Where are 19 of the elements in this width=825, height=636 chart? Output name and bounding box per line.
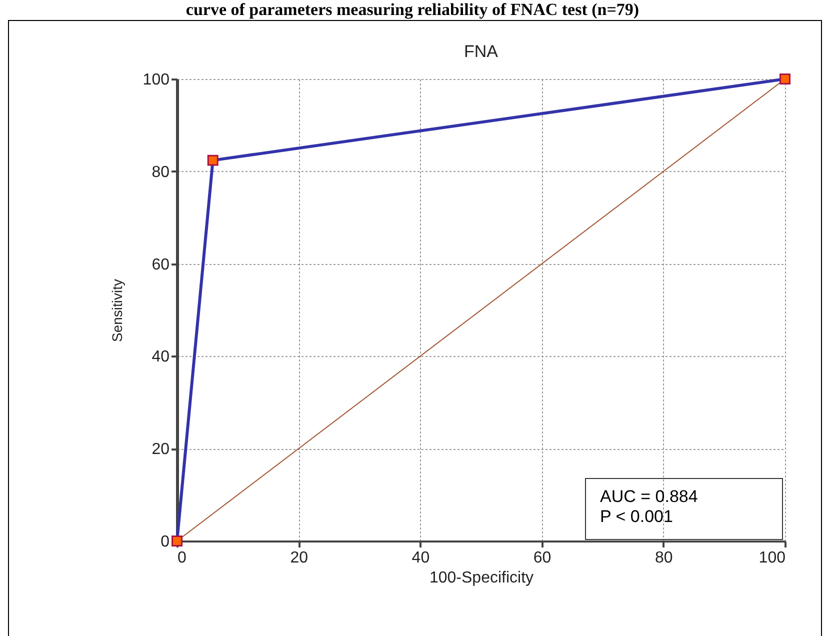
text-box: AUC = 0.884 P < 0.001 (585, 478, 783, 540)
x-tick-label: 100 (758, 550, 786, 566)
chart-subtitle: FNA (464, 42, 499, 61)
y-tick-label: 40 (152, 348, 170, 366)
y-tick-label: 0 (160, 534, 170, 550)
x-tick-label: 60 (533, 550, 552, 566)
y-tick-label: 60 (152, 256, 170, 274)
y-axis-title: Sensitivity (108, 278, 125, 342)
annotation: AUC = 0.884 (600, 487, 699, 507)
y-tick-label: 20 (152, 441, 170, 458)
x-tick-label: 20 (290, 550, 308, 566)
chart-title: curve of parameters measuring reliability of FNAC test (n=79) (184, 0, 640, 20)
annotation: P < 0.001 (600, 507, 674, 527)
x-tick-label: 40 (412, 550, 430, 566)
y-tick-label: 100 (142, 72, 170, 88)
x-axis-title: 100-Specificity (429, 570, 534, 586)
x-tick-label: 80 (655, 550, 673, 566)
y-tick-label: 80 (152, 164, 170, 181)
x-tick-label: 0 (178, 550, 186, 566)
